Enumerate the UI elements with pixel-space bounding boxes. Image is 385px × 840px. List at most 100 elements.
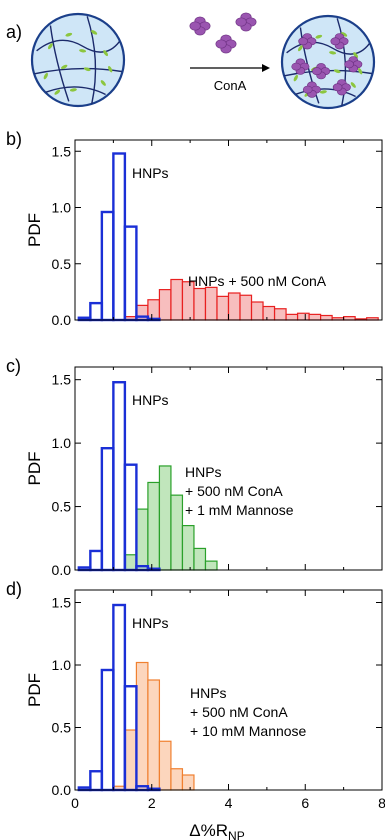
y-tick-label: 1.0 [52, 657, 72, 673]
cona-protein-icon [312, 63, 331, 80]
annotation-treatment: + 10 mM Mannose [190, 723, 307, 739]
histogram-bar [158, 289, 172, 321]
histogram-bar [285, 313, 299, 321]
scheme-panel: a) ConA [6, 12, 376, 110]
histogram-bar [147, 299, 161, 321]
y-axis-label: PDF [25, 452, 44, 486]
histogram-bar [250, 301, 264, 321]
annotation-treatment: HNPs [190, 685, 227, 701]
histogram-panel-d: d) 0.0 0.5 1.0 1.5 PDF HNPs HNPs + 500 nM ConA + … [6, 579, 385, 840]
histogram-bar [170, 494, 184, 571]
mannose-ligand-icon [54, 89, 61, 95]
plot-frame [74, 589, 383, 791]
cona-protein-icon [189, 16, 211, 36]
y-tick-label: 1.5 [52, 143, 72, 159]
histogram-bar [273, 308, 287, 321]
panel-label: c) [6, 356, 21, 376]
mannose-ligand-icon [103, 50, 109, 57]
panel-label-a: a) [6, 22, 22, 42]
histogram-bar [124, 729, 137, 791]
mannose-ligand-icon [353, 52, 359, 59]
x-tick-label: 6 [301, 795, 309, 811]
x-tick-label: 4 [225, 795, 233, 811]
mannose-ligand-icon [293, 74, 298, 82]
histogram-bar [89, 770, 104, 792]
mannose-ligand-icon [90, 30, 98, 35]
histogram-bar [170, 278, 184, 321]
histogram-bar [158, 465, 172, 571]
histogram-bar [112, 152, 127, 322]
histogram-bar [147, 481, 161, 571]
mannose-ligand-icon [329, 51, 337, 55]
y-tick-label: 0.0 [52, 782, 72, 798]
y-tick-label: 0.0 [52, 312, 72, 328]
histogram-bar [193, 287, 207, 321]
histogram-bar [135, 508, 149, 571]
histogram-bar [320, 314, 333, 321]
annotation-hnps: HNPs [132, 392, 169, 408]
cona-lobe [344, 60, 354, 69]
plot-frame [74, 366, 383, 571]
histogram-bar [147, 679, 161, 791]
annotation-hnps: HNPs [132, 615, 169, 631]
y-tick-label: 0.0 [52, 562, 72, 578]
cona-protein-icon [215, 34, 237, 54]
hydrogel-particle-left [30, 12, 126, 108]
histogram-bar [308, 313, 322, 321]
histogram-bar [89, 549, 104, 572]
y-tick-label: 1.0 [52, 200, 72, 216]
y-axis-label: PDF [25, 213, 44, 247]
histogram-bar [181, 524, 195, 571]
histogram-bar [216, 295, 230, 321]
annotation-hnps: HNPs [132, 165, 169, 181]
histogram-bar [100, 447, 115, 572]
mannose-ligand-icon [340, 32, 348, 37]
polymer-chain [45, 86, 106, 96]
mannose-ligand-icon [358, 68, 363, 75]
histogram-bar [123, 225, 138, 322]
histogram-bar [100, 210, 115, 322]
cona-lobe [189, 21, 201, 31]
mannose-ligand-icon [108, 66, 113, 73]
cona-lobe [312, 67, 322, 76]
mannose-ligand-icon [69, 88, 77, 92]
y-axis-label: PDF [25, 673, 44, 707]
mannose-ligand-icon [83, 67, 91, 72]
cona-lobe [215, 39, 227, 49]
y-tick-label: 1.0 [52, 435, 72, 451]
histogram-bar [112, 603, 127, 792]
histogram-bar [296, 312, 310, 321]
cona-lobe [298, 37, 308, 46]
cona-lobe [332, 83, 343, 92]
annotation-treatment: + 500 nM ConA [185, 483, 283, 499]
cona-protein-icon [344, 56, 363, 73]
cona-protein-icon [330, 33, 349, 50]
histogram-bar [204, 560, 218, 571]
polymer-chain [36, 39, 120, 53]
y-tick-label: 1.5 [52, 372, 72, 388]
polymer-chain [49, 25, 70, 102]
annotation-treatment: HNPs + 500 nM ConA [188, 273, 327, 289]
y-tick-label: 0.5 [52, 499, 72, 515]
cona-protein-icon [332, 79, 351, 96]
cona-protein-icon [298, 33, 317, 50]
annotation-treatment: + 1 mM Mannose [185, 502, 294, 518]
histogram-panel-b: b) 0.0 0.5 1.0 1.5 PDF HNPs HNPs + 500 nM ConA [6, 129, 383, 328]
cona-lobe [235, 17, 247, 27]
histogram-bar [227, 292, 241, 321]
mannose-ligand-icon [43, 72, 48, 80]
mannose-ligand-icon [350, 82, 356, 88]
histogram-bar [89, 301, 104, 322]
histogram-bar [100, 668, 115, 792]
mannose-ligand-icon [100, 80, 106, 86]
histogram-bar [158, 740, 172, 791]
x-axis-label: Δ%RNP [189, 821, 244, 840]
mannose-ligand-icon [60, 64, 68, 70]
x-axis-label-subscript: NP [228, 829, 245, 840]
histogram-bar [181, 774, 195, 791]
histogram-bar [239, 294, 253, 321]
polymer-chain [86, 16, 97, 104]
particle-outline [30, 12, 126, 108]
histogram-bar [193, 547, 207, 571]
